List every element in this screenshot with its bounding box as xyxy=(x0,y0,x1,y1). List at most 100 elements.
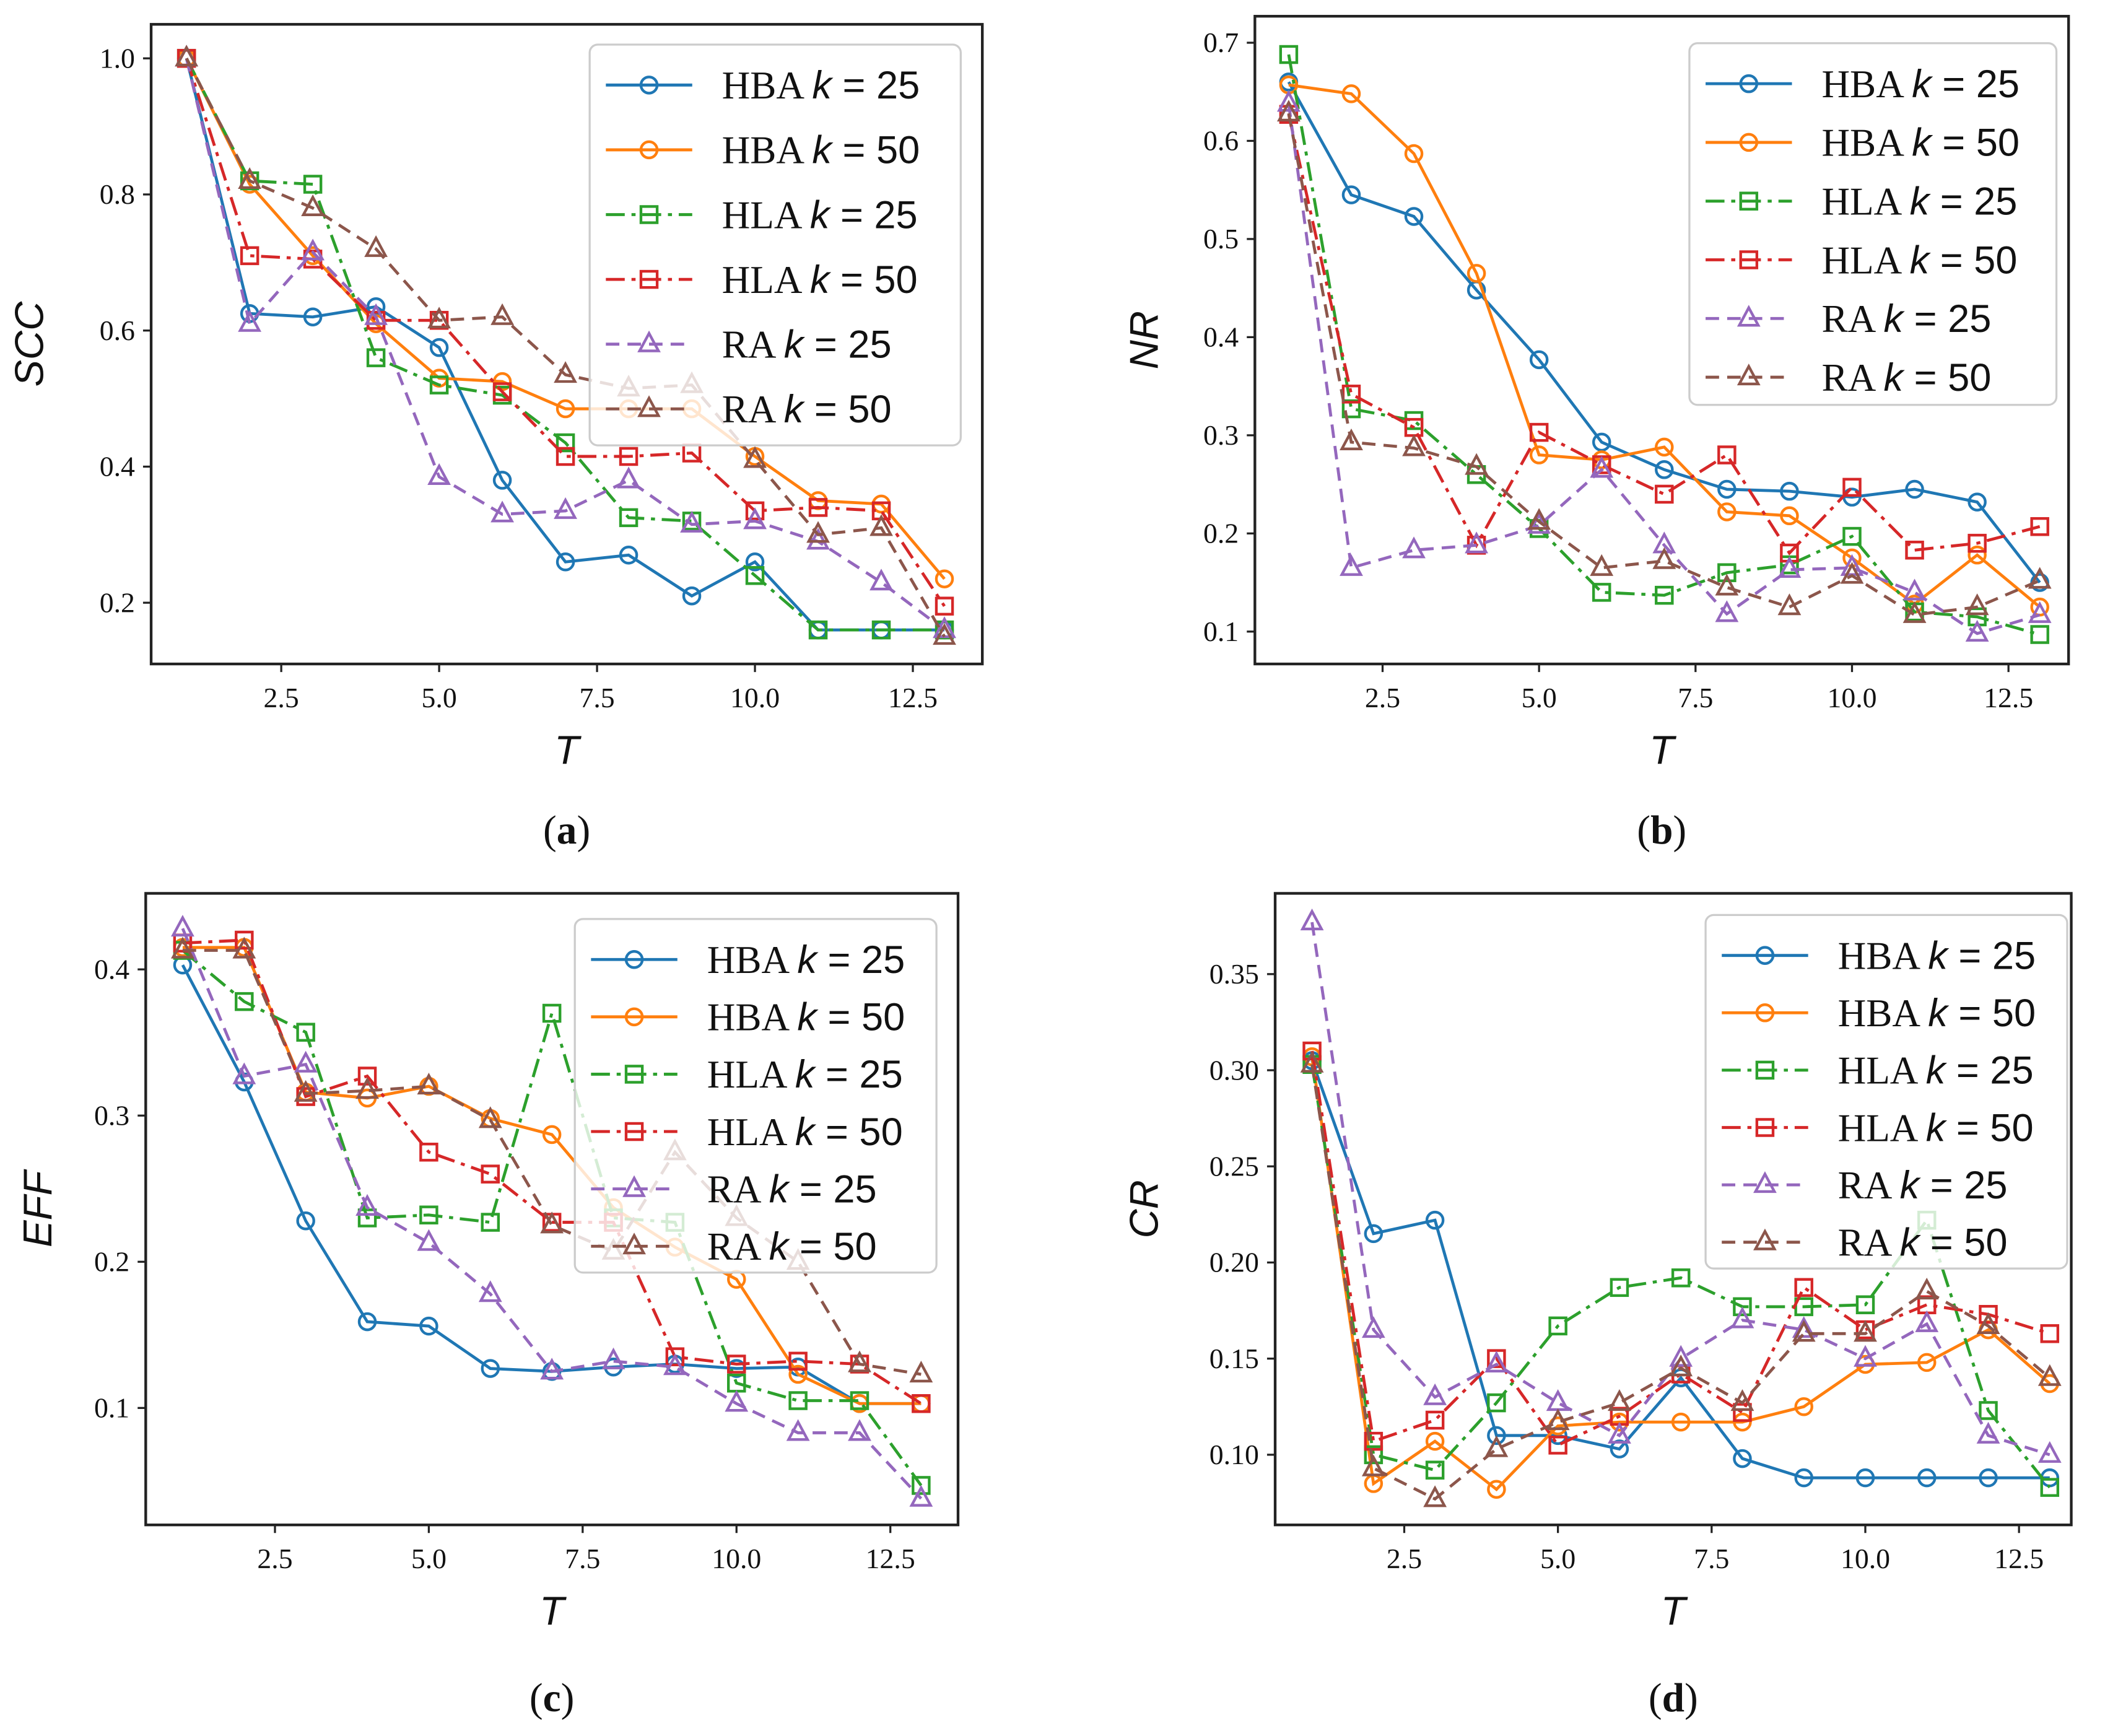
data-point xyxy=(1423,1485,1447,1507)
y-tick-label: 0.2 xyxy=(100,587,135,618)
data-point xyxy=(1341,185,1361,204)
x-tick-label: 5.0 xyxy=(1522,682,1557,713)
data-point xyxy=(1905,540,1924,560)
series-hla-k50 xyxy=(1279,105,2049,563)
data-point xyxy=(1546,1389,1570,1411)
data-point xyxy=(1979,1468,1998,1488)
data-point xyxy=(296,1211,315,1231)
data-point xyxy=(743,507,767,530)
y-tick-label: 0.3 xyxy=(94,1099,129,1131)
legend: HBA k = 25 HBA k = 50 HLA k = 25 HLA k = 50… xyxy=(573,918,938,1274)
legend-marker xyxy=(639,76,659,95)
y-tick-label: 0.2 xyxy=(94,1246,129,1278)
data-point xyxy=(788,1391,808,1410)
data-point xyxy=(490,303,514,325)
data-point xyxy=(1915,1277,1939,1300)
data-point xyxy=(540,1358,564,1380)
y-tick-label: 0.8 xyxy=(100,178,135,210)
data-point xyxy=(554,361,577,383)
series-hla-k25 xyxy=(1302,1055,2060,1497)
data-point xyxy=(357,1066,377,1086)
x-tick-label: 7.5 xyxy=(565,1543,600,1574)
data-point xyxy=(1979,1401,1998,1420)
data-point xyxy=(1794,1468,1813,1488)
x-tick-label: 12.5 xyxy=(866,1543,915,1574)
data-point xyxy=(366,348,386,367)
data-point xyxy=(1340,554,1363,576)
data-point xyxy=(294,1080,318,1102)
legend-label: RA k = 50 xyxy=(707,1225,877,1268)
plot-area xyxy=(1277,45,2052,644)
data-point xyxy=(1402,434,1426,456)
series-ra-k50 xyxy=(1277,100,2052,623)
legend-box xyxy=(1704,914,2068,1270)
data-point xyxy=(1465,531,1488,554)
data-point xyxy=(355,1077,379,1099)
data-point xyxy=(478,1280,502,1302)
legend-label: HLA k = 25 xyxy=(1838,1049,2034,1093)
data-point xyxy=(481,1164,500,1184)
data-point xyxy=(1905,479,1924,499)
series-ra-k50 xyxy=(171,936,933,1383)
data-point xyxy=(1968,533,1987,553)
data-point xyxy=(743,446,767,468)
legend-marker xyxy=(1755,1060,1775,1080)
data-point xyxy=(909,1485,933,1507)
x-tick-label: 12.5 xyxy=(888,682,938,713)
data-point xyxy=(1590,554,1614,576)
data-point xyxy=(1484,1435,1509,1457)
data-point xyxy=(301,194,325,217)
data-point xyxy=(1361,1316,1385,1338)
data-point xyxy=(294,1050,318,1073)
data-point xyxy=(2028,601,2052,623)
data-point xyxy=(1487,1480,1506,1499)
legend-marker xyxy=(637,395,661,417)
data-point xyxy=(1715,574,1739,596)
data-point xyxy=(788,1351,808,1371)
data-point xyxy=(806,521,830,543)
legend-label: HBA k = 50 xyxy=(722,129,920,172)
data-point xyxy=(296,1023,315,1042)
data-point xyxy=(419,1316,438,1336)
data-point xyxy=(2030,517,2049,536)
data-point xyxy=(1425,1410,1445,1430)
legend-label: HBA k = 50 xyxy=(707,996,905,1039)
data-point xyxy=(1915,1310,1939,1332)
data-point xyxy=(1655,437,1674,457)
data-point xyxy=(1854,1320,1877,1342)
x-axis-label: T xyxy=(1649,727,1676,772)
series-ra-k50 xyxy=(1300,1050,2062,1507)
x-tick-label: 2.5 xyxy=(1387,1543,1422,1574)
data-point xyxy=(869,514,893,536)
plot-frame xyxy=(149,23,984,666)
data-point xyxy=(1840,562,1864,584)
data-point xyxy=(850,1391,869,1410)
panel-caption: (c) xyxy=(530,1676,575,1721)
data-point xyxy=(357,1208,377,1228)
data-point xyxy=(1792,1320,1816,1342)
data-point xyxy=(788,1364,808,1384)
data-point xyxy=(540,1211,564,1234)
data-point xyxy=(1529,422,1549,442)
legend-marker xyxy=(639,140,659,160)
legend: HBA k = 25 HBA k = 50 HLA k = 25 HLA k = 50… xyxy=(1688,42,2058,406)
legend-label: RA k = 25 xyxy=(1821,297,1991,341)
data-point xyxy=(429,375,449,395)
data-point xyxy=(1546,1408,1570,1431)
series-line xyxy=(185,58,945,632)
legend-marker xyxy=(1737,305,1761,327)
data-point xyxy=(1671,1268,1691,1288)
y-tick-label: 0.7 xyxy=(1203,27,1239,58)
data-point xyxy=(1855,1468,1875,1488)
data-point xyxy=(1467,264,1486,283)
series-line xyxy=(1310,922,2051,1457)
data-point xyxy=(232,936,256,959)
data-point xyxy=(1717,479,1737,499)
data-point xyxy=(617,466,640,489)
legend-marker xyxy=(622,1232,646,1255)
series-line xyxy=(1287,113,2041,617)
data-point xyxy=(1979,1305,1998,1324)
legend-marker xyxy=(639,269,659,289)
data-point xyxy=(1404,144,1424,164)
